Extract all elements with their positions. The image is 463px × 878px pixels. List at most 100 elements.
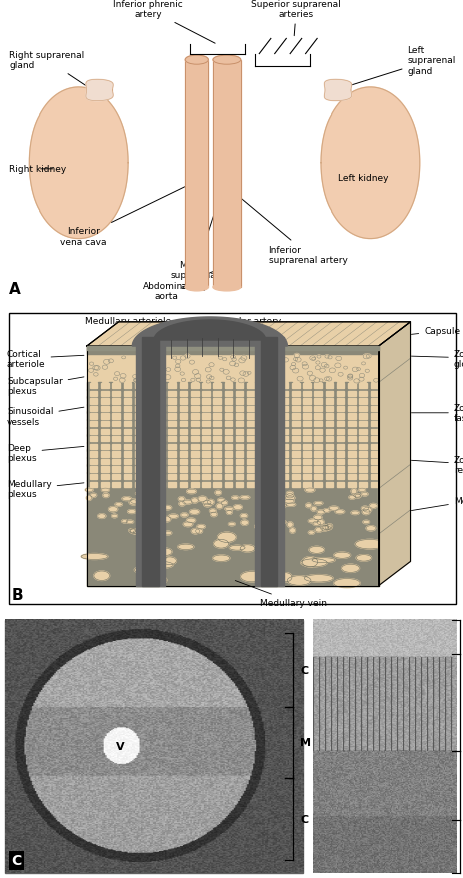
Ellipse shape: [308, 520, 318, 523]
Ellipse shape: [305, 488, 315, 493]
Ellipse shape: [226, 511, 232, 515]
Bar: [370, 474, 378, 479]
Ellipse shape: [238, 378, 244, 384]
Ellipse shape: [257, 371, 264, 376]
Bar: [98, 383, 101, 489]
Bar: [244, 383, 247, 489]
Bar: [157, 421, 165, 427]
Bar: [314, 429, 322, 435]
Ellipse shape: [232, 496, 239, 500]
Bar: [157, 436, 165, 442]
Ellipse shape: [159, 549, 172, 556]
Bar: [325, 452, 333, 457]
Bar: [90, 392, 98, 397]
Bar: [202, 384, 210, 389]
Bar: [124, 421, 131, 427]
Bar: [90, 436, 98, 442]
Bar: [135, 482, 143, 487]
Ellipse shape: [241, 356, 247, 361]
Bar: [124, 436, 131, 442]
Bar: [213, 399, 221, 404]
Ellipse shape: [230, 362, 236, 366]
Ellipse shape: [189, 361, 194, 364]
Ellipse shape: [359, 378, 364, 382]
Ellipse shape: [133, 531, 139, 535]
Bar: [157, 399, 165, 404]
Bar: [169, 452, 176, 457]
Bar: [225, 421, 232, 427]
Ellipse shape: [275, 522, 282, 527]
Ellipse shape: [185, 355, 190, 359]
Bar: [135, 467, 143, 472]
Ellipse shape: [247, 372, 251, 375]
Ellipse shape: [229, 522, 235, 526]
Bar: [157, 392, 165, 397]
Ellipse shape: [113, 378, 118, 381]
Bar: [146, 444, 154, 450]
Bar: [359, 474, 367, 479]
Ellipse shape: [336, 356, 342, 361]
Bar: [113, 429, 120, 435]
Bar: [370, 452, 378, 457]
Ellipse shape: [140, 517, 149, 522]
Polygon shape: [325, 80, 351, 102]
Ellipse shape: [150, 516, 157, 521]
Bar: [348, 414, 356, 419]
Bar: [191, 444, 199, 450]
Text: Medulla: Medulla: [382, 497, 463, 516]
Ellipse shape: [133, 379, 138, 382]
Bar: [359, 421, 367, 427]
Bar: [120, 383, 123, 489]
Ellipse shape: [230, 545, 245, 551]
Bar: [325, 421, 333, 427]
Bar: [169, 474, 176, 479]
Bar: [314, 421, 322, 427]
Ellipse shape: [234, 363, 239, 367]
Ellipse shape: [225, 507, 233, 511]
Bar: [213, 436, 221, 442]
Bar: [169, 384, 176, 389]
Ellipse shape: [319, 379, 323, 383]
Bar: [157, 452, 165, 457]
Ellipse shape: [210, 509, 216, 514]
Ellipse shape: [131, 500, 140, 504]
Ellipse shape: [301, 559, 327, 567]
Bar: [348, 421, 356, 427]
Bar: [303, 429, 311, 435]
Bar: [303, 392, 311, 397]
Ellipse shape: [307, 371, 313, 376]
Bar: [337, 444, 344, 450]
Bar: [135, 407, 143, 412]
Ellipse shape: [175, 368, 181, 372]
Ellipse shape: [315, 366, 320, 371]
Bar: [169, 459, 176, 464]
Ellipse shape: [213, 56, 241, 65]
Bar: [180, 482, 188, 487]
Bar: [247, 429, 255, 435]
Bar: [247, 444, 255, 450]
Bar: [90, 407, 98, 412]
Ellipse shape: [359, 488, 365, 492]
Bar: [87, 535, 379, 586]
Bar: [124, 459, 131, 464]
Ellipse shape: [240, 496, 250, 500]
Bar: [101, 414, 109, 419]
Ellipse shape: [297, 377, 303, 382]
Ellipse shape: [155, 359, 160, 363]
Ellipse shape: [365, 370, 369, 373]
Bar: [359, 399, 367, 404]
Bar: [154, 383, 157, 489]
Bar: [225, 384, 232, 389]
Ellipse shape: [205, 368, 211, 372]
Bar: [314, 444, 322, 450]
Bar: [325, 414, 333, 419]
Bar: [258, 392, 266, 397]
Ellipse shape: [152, 553, 166, 563]
Bar: [135, 421, 143, 427]
Ellipse shape: [349, 496, 356, 500]
Bar: [101, 421, 109, 427]
Ellipse shape: [259, 515, 266, 521]
Bar: [269, 429, 277, 435]
Bar: [269, 392, 277, 397]
Bar: [337, 459, 344, 464]
